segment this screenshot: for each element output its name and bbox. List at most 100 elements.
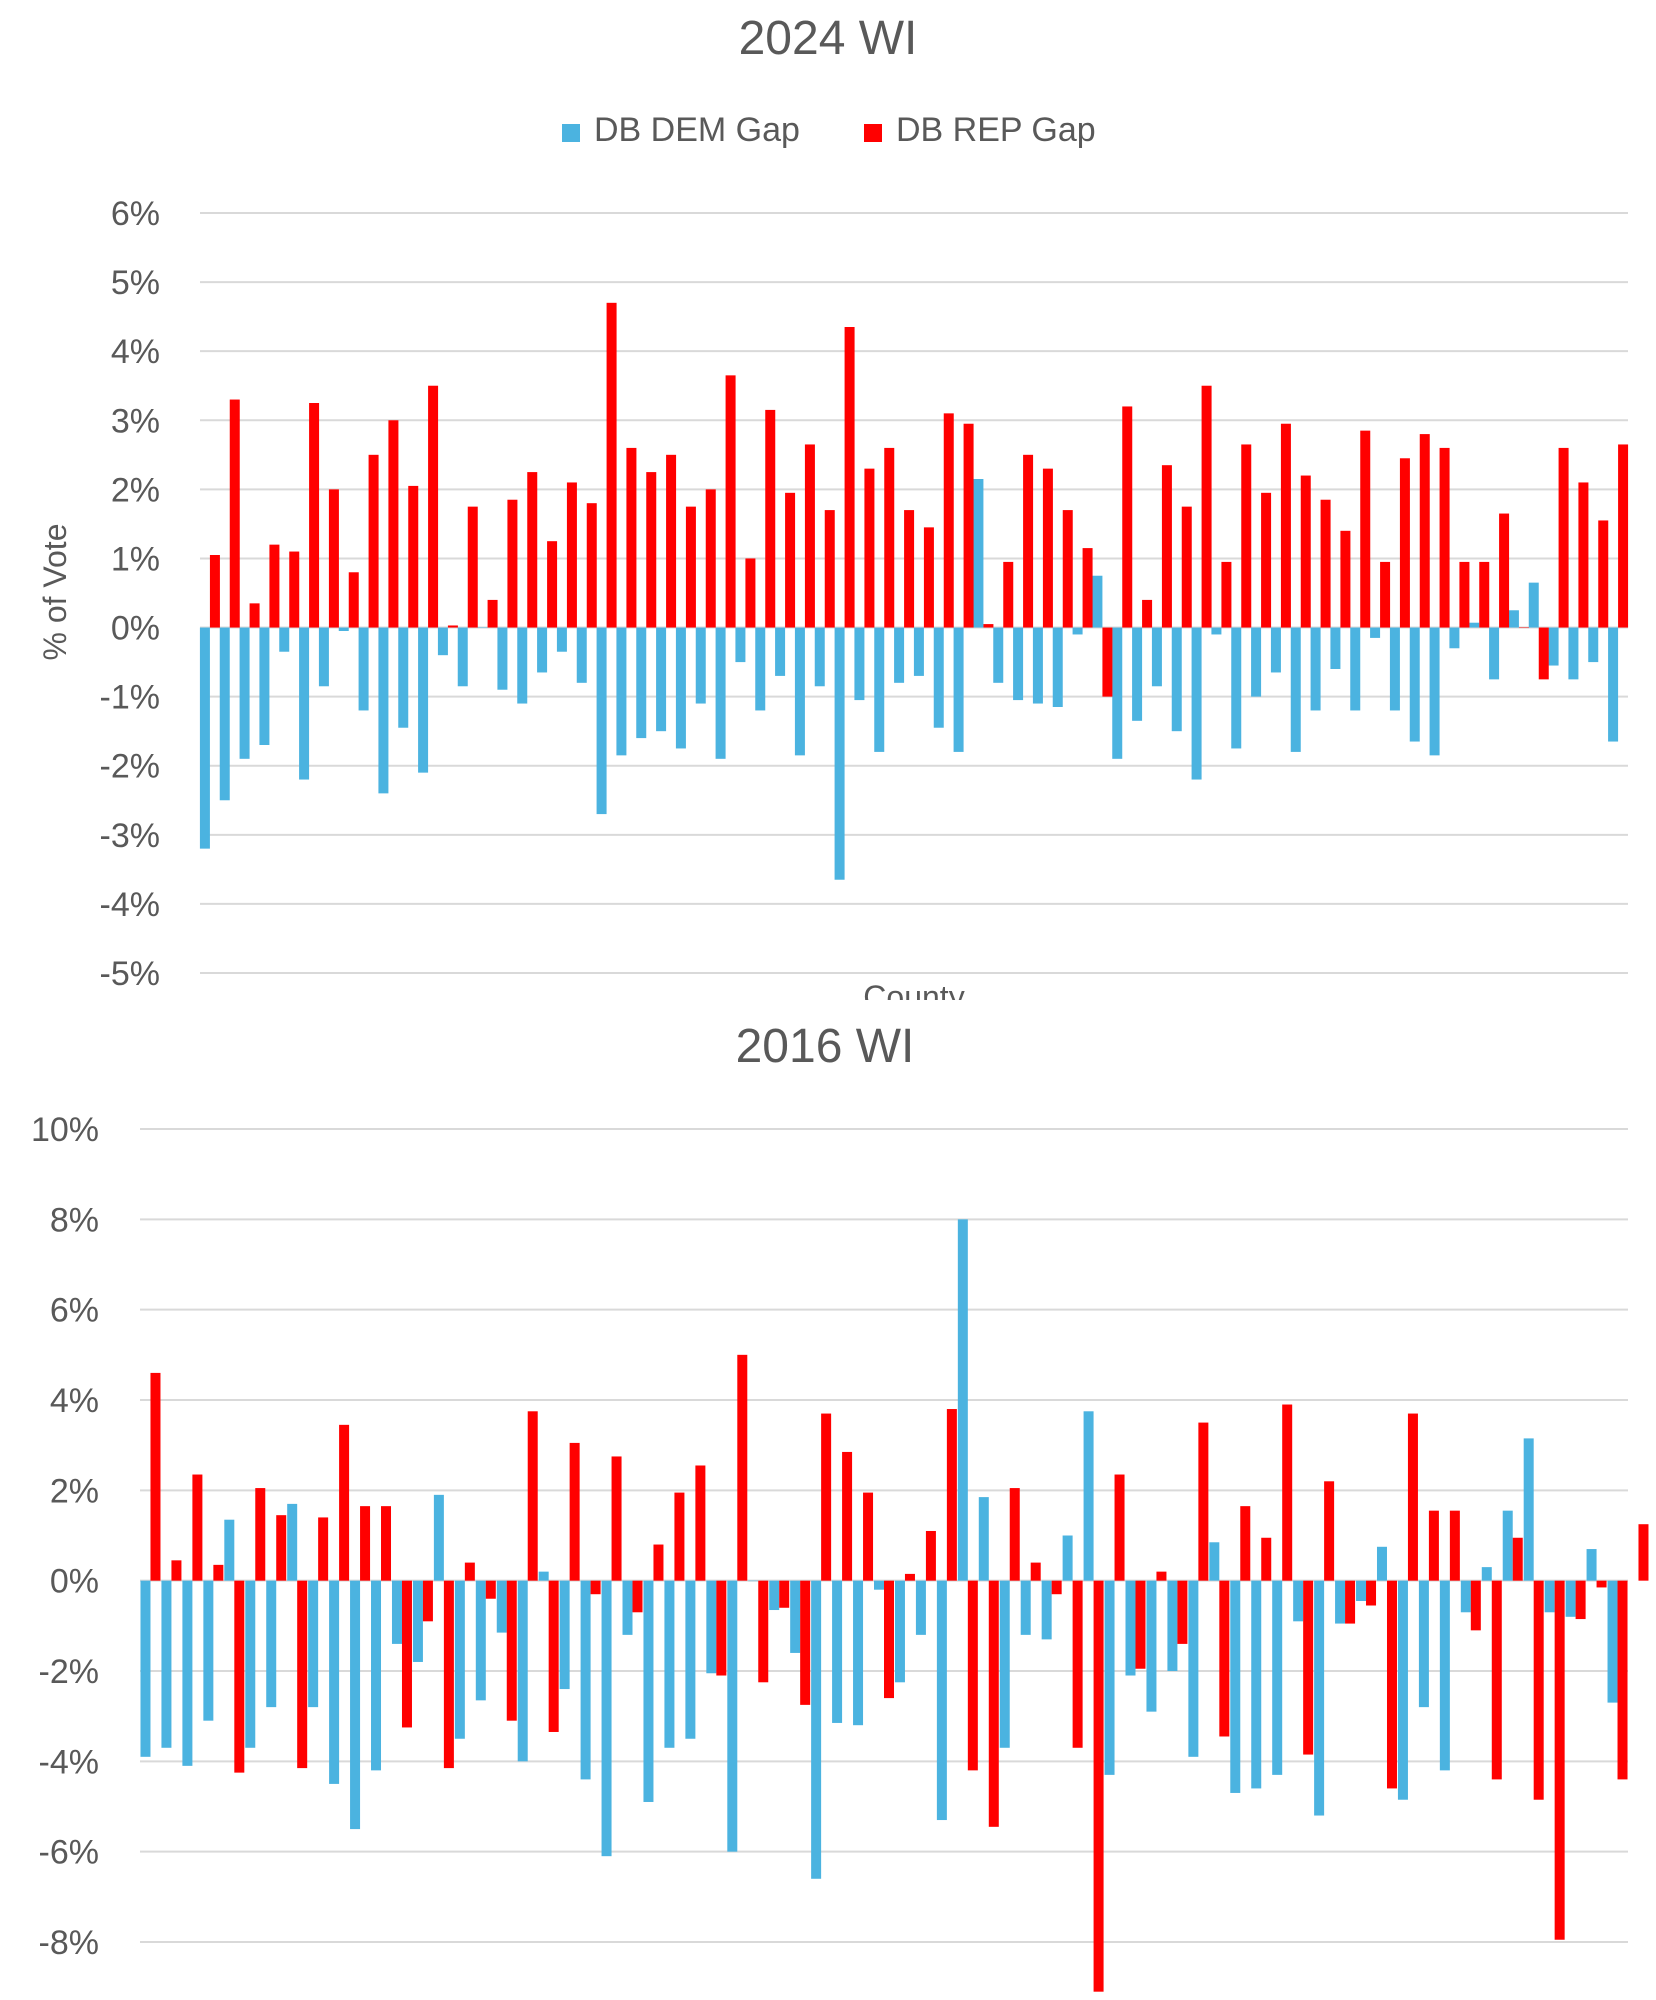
bar-dem-gap [1083,1411,1094,1581]
bar-rep-gap [485,1580,496,1599]
bars [140,1219,1649,1992]
bar-dem-gap [497,627,508,690]
bar-rep-gap [318,1517,329,1581]
y-tick-label: 4% [50,1382,99,1420]
bar-dem-gap [1072,627,1083,635]
bar-rep-gap [666,454,677,628]
bar-dem-gap [437,627,448,656]
bar-dem-gap [1397,1580,1408,1800]
bar-rep-gap [443,1580,454,1769]
bar-rep-gap [824,510,835,628]
bar-rep-gap [1558,447,1569,628]
bar-dem-gap [556,627,567,652]
bar-rep-gap [1082,548,1093,628]
bar-rep-gap [1219,1580,1230,1737]
bar-rep-gap [1198,1422,1209,1581]
bar-rep-gap [685,506,696,628]
bar-rep-gap [1386,1580,1397,1789]
bar-rep-gap [1360,430,1371,628]
y-tick-label: -3% [100,817,160,855]
bar-rep-gap [447,625,458,628]
bar-rep-gap [547,541,558,628]
bar-rep-gap [1533,1580,1544,1800]
bar-rep-gap [527,472,538,628]
bar-dem-gap [1502,1510,1513,1581]
bar-dem-gap [622,1580,633,1635]
bar-rep-gap [150,1372,161,1581]
bar-dem-gap [1151,627,1162,687]
bar-rep-gap [1201,385,1212,628]
bar-dem-gap [245,1580,256,1748]
chart-2016: 2016 WI 10% 8% 6% 4% 2% 0% -2% -4% -6% -8% [31,1020,1649,1992]
bars [199,302,1629,880]
bar-dem-gap [794,627,805,756]
bar-rep-gap [507,499,518,628]
bar-dem-gap [874,627,885,752]
bar-dem-gap [371,1580,382,1771]
bar-dem-gap [1429,627,1440,756]
bar-dem-gap [811,1580,822,1879]
bar-dem-gap [1310,627,1321,711]
bar-rep-gap [779,1580,790,1608]
bar-dem-gap [1211,627,1222,635]
bar-rep-gap [209,555,220,628]
y-axis-ticks: 6% 5% 4% 3% 2% 1% 0% -1% -2% -3% -4% -5% [100,195,160,993]
bar-dem-gap [913,627,924,676]
bar-rep-gap [548,1580,559,1732]
bar-dem-gap [915,1580,926,1635]
bar-rep-gap [1470,1580,1481,1631]
bar-rep-gap [192,1474,203,1581]
bar-dem-gap [834,627,845,880]
bar-dem-gap [1270,627,1281,673]
bar-dem-gap [259,627,270,745]
bar-dem-gap [580,1580,591,1780]
bar-dem-gap [1041,1580,1052,1640]
bar-rep-gap [963,423,974,628]
bar-rep-gap [1009,1488,1020,1581]
bar-dem-gap [775,627,786,676]
bar-rep-gap [1512,1537,1523,1581]
bar-rep-gap [884,1580,894,1699]
bar-dem-gap [358,627,369,711]
bar-dem-gap [182,1580,193,1766]
bar-dem-gap [735,627,746,663]
bar-dem-gap [894,627,905,683]
bar-rep-gap [464,1562,475,1581]
bar-dem-gap [161,1580,172,1748]
bar-dem-gap [643,1580,654,1802]
bar-rep-gap [1042,468,1053,628]
bar-rep-gap [428,385,439,628]
bar-rep-gap [289,551,300,628]
bar-dem-gap [454,1580,465,1739]
bar-dem-gap [537,627,548,673]
bar-dem-gap [933,627,944,728]
bar-dem-gap [477,627,488,629]
bar-dem-gap [1523,1438,1534,1581]
bar-rep-gap [566,482,577,628]
bar-dem-gap [299,627,310,780]
bar-rep-gap [1449,1510,1460,1581]
y-tick-label: -2% [39,1653,99,1691]
bar-rep-gap [1407,1413,1418,1581]
bar-rep-gap [297,1580,308,1769]
bar-dem-gap [1489,627,1500,680]
bar-rep-gap [506,1580,517,1721]
bar-rep-gap [925,1530,936,1581]
y-tick-label: 6% [111,195,160,233]
bar-dem-gap [140,1580,151,1757]
bar-rep-gap [388,420,399,628]
bar-rep-gap [1114,1474,1125,1581]
bar-rep-gap [611,1456,622,1581]
bar-rep-gap [904,1573,915,1581]
chart-2024: 2024 WI DB DEM Gap DB REP Gap 6% 5% 4% 3% 2%… [37,12,1629,1015]
bar-rep-gap [309,403,320,628]
y-tick-label: -6% [39,1834,99,1872]
bar-rep-gap [1261,1537,1272,1581]
bar-dem-gap [1092,575,1103,628]
bar-dem-gap [1508,610,1519,628]
bar-rep-gap [1491,1580,1502,1780]
bar-rep-gap [1300,475,1311,628]
bar-dem-gap [576,627,587,683]
bar-dem-gap [748,1580,759,1582]
bar-dem-gap [853,1580,864,1726]
